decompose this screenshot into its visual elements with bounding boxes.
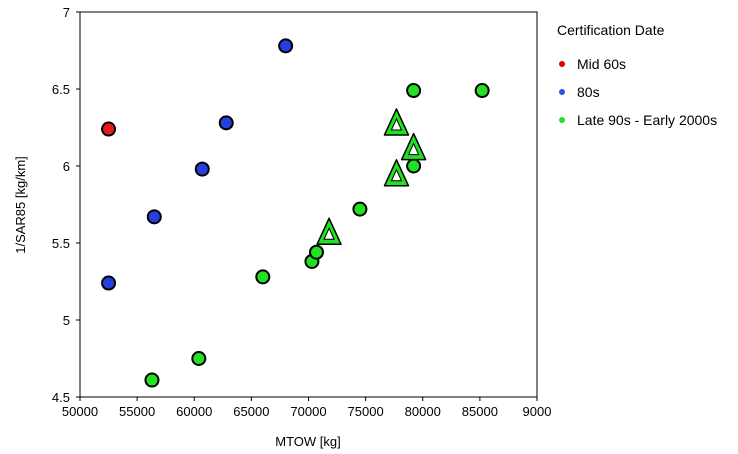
y-tick-label: 6 — [63, 159, 70, 174]
legend-label: 80s — [577, 84, 600, 100]
plot-area — [79, 11, 538, 398]
x-tick-label: 80000 — [405, 404, 441, 419]
x-tick-label: 65000 — [233, 404, 269, 419]
data-point — [194, 161, 210, 177]
data-point — [278, 38, 294, 54]
x-axis-label: MTOW [kg] — [275, 434, 340, 449]
legend-item-late-90s-early-2000s: Late 90s - Early 2000s — [557, 106, 717, 134]
x-tick-label: 55000 — [119, 404, 155, 419]
data-point — [101, 121, 117, 137]
data-point — [255, 269, 271, 285]
legend-item-mid-60s: Mid 60s — [557, 50, 717, 78]
data-point — [308, 244, 324, 260]
x-tick-label: 50000 — [62, 404, 98, 419]
x-tick-label: 9000 — [523, 404, 552, 419]
y-tick-label: 7 — [63, 5, 70, 20]
data-point — [218, 115, 234, 131]
legend-swatch-dot-icon — [559, 61, 565, 67]
y-tick-label: 5.5 — [52, 236, 70, 251]
legend: Certification Date Mid 60s 80s Late 90s … — [557, 22, 717, 134]
data-point — [144, 372, 160, 388]
y-tick-label: 5 — [63, 313, 70, 328]
legend-item-80s: 80s — [557, 78, 717, 106]
x-axis: 50000 55000 60000 65000 70000 75000 80000 85000… — [62, 397, 552, 419]
x-tick-label: 85000 — [462, 404, 498, 419]
legend-title: Certification Date — [557, 22, 665, 38]
data-point — [352, 201, 368, 217]
data-point — [146, 209, 162, 225]
legend-label: Late 90s - Early 2000s — [577, 112, 718, 128]
data-point — [406, 83, 422, 99]
y-axis-label: 1/SAR85 [kg/km] — [13, 156, 28, 254]
x-tick-label: 60000 — [176, 404, 212, 419]
data-point — [474, 83, 490, 99]
legend-label: Mid 60s — [577, 56, 627, 72]
y-axis: 4.5 5 5.5 6 6.5 7 — [52, 5, 80, 405]
x-tick-label: 75000 — [348, 404, 384, 419]
legend-swatch-dot-icon — [559, 117, 565, 123]
data-point-triangle-inner — [323, 227, 335, 240]
data-point-triangle-inner — [390, 117, 403, 131]
data-point-triangle-inner — [390, 168, 403, 182]
data-points — [101, 38, 490, 388]
data-point — [191, 351, 207, 366]
x-tick-label: 70000 — [290, 404, 326, 419]
data-point — [101, 275, 117, 291]
data-point-triangle-inner — [407, 142, 420, 156]
y-tick-label: 6.5 — [52, 82, 70, 97]
legend-swatch-dot-icon — [559, 89, 565, 95]
data-point — [406, 158, 422, 174]
y-tick-label: 4.5 — [52, 390, 70, 405]
